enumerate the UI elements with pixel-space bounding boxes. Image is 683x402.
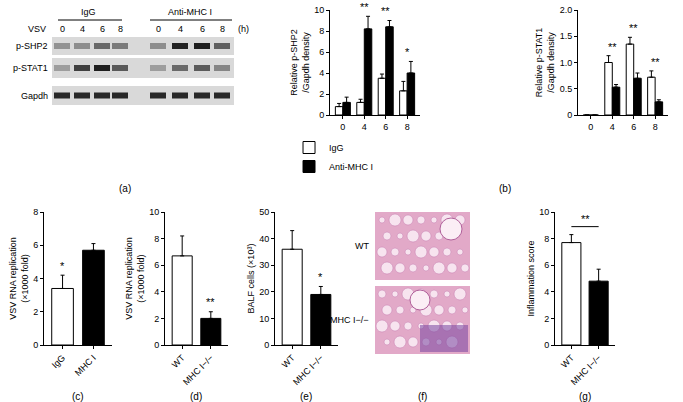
svg-text:0: 0 — [340, 122, 345, 132]
svg-text:30: 30 — [259, 260, 269, 270]
svg-text:0: 0 — [588, 122, 593, 132]
svg-text:8: 8 — [653, 122, 658, 132]
svg-text:6: 6 — [200, 24, 205, 34]
svg-text:**: ** — [360, 1, 369, 13]
svg-text:6: 6 — [631, 122, 636, 132]
svg-text:*: * — [60, 260, 65, 272]
svg-text:8: 8 — [33, 207, 38, 217]
svg-text:4: 4 — [154, 287, 159, 297]
svg-text:MHC I−/−: MHC I−/− — [291, 353, 325, 387]
svg-text:4: 4 — [178, 24, 183, 34]
svg-text:0: 0 — [264, 340, 269, 350]
svg-text:0: 0 — [319, 110, 324, 120]
svg-text:20: 20 — [259, 287, 269, 297]
svg-text:*: * — [318, 271, 323, 283]
svg-text:MHC I−/−: MHC I−/− — [569, 353, 603, 387]
svg-text:MHC I−/−: MHC I−/− — [330, 315, 369, 325]
svg-text:1.0: 1.0 — [560, 58, 573, 68]
svg-text:10: 10 — [314, 5, 324, 15]
svg-text:IgG: IgG — [50, 353, 67, 370]
svg-text:4: 4 — [544, 287, 549, 297]
svg-text:Anti-MHC I: Anti-MHC I — [329, 162, 373, 172]
svg-text:8: 8 — [319, 26, 324, 36]
svg-text:4: 4 — [319, 68, 324, 78]
svg-text:10: 10 — [539, 207, 549, 217]
svg-text:6: 6 — [100, 24, 105, 34]
svg-text:0: 0 — [544, 340, 549, 350]
svg-text:WT: WT — [559, 352, 576, 369]
svg-text:0: 0 — [154, 340, 159, 350]
svg-text:MHC I−/−: MHC I−/− — [181, 353, 215, 387]
svg-text:0.5: 0.5 — [560, 84, 573, 94]
svg-text:Relative p-STAT1/Gapdh density: Relative p-STAT1/Gapdh density — [534, 28, 556, 98]
svg-text:10: 10 — [149, 207, 159, 217]
svg-text:MHC I: MHC I — [73, 353, 98, 378]
svg-text:VSV RNA replication(×1000 fold: VSV RNA replication(×1000 fold) — [124, 237, 146, 320]
svg-text:2: 2 — [33, 307, 38, 317]
svg-text:**: ** — [581, 213, 590, 225]
svg-text:2: 2 — [154, 314, 159, 324]
svg-text:WT: WT — [355, 241, 369, 251]
svg-text:6: 6 — [319, 47, 324, 57]
svg-text:0: 0 — [60, 24, 65, 34]
svg-text:8: 8 — [154, 234, 159, 244]
svg-text:(e): (e) — [300, 391, 312, 402]
svg-text:8: 8 — [118, 24, 123, 34]
svg-text:8: 8 — [544, 234, 549, 244]
svg-text:*: * — [405, 46, 410, 58]
svg-text:6: 6 — [154, 260, 159, 270]
svg-text:6: 6 — [33, 240, 38, 250]
svg-text:(h): (h) — [238, 24, 249, 34]
svg-text:4: 4 — [80, 24, 85, 34]
svg-text:VSV RNA replication(×1000 fold: VSV RNA replication(×1000 fold) — [8, 237, 30, 320]
svg-text:0: 0 — [156, 24, 161, 34]
svg-text:50: 50 — [259, 207, 269, 217]
svg-text:0: 0 — [567, 110, 572, 120]
svg-text:4: 4 — [33, 274, 38, 284]
svg-text:VSV: VSV — [28, 24, 46, 34]
svg-text:4: 4 — [610, 122, 615, 132]
svg-text:IgG: IgG — [329, 143, 344, 153]
svg-text:Relative p-SHP2/Gapdh density: Relative p-SHP2/Gapdh density — [289, 29, 311, 96]
svg-text:6: 6 — [544, 260, 549, 270]
svg-text:**: ** — [629, 22, 638, 34]
svg-text:6: 6 — [383, 122, 388, 132]
svg-text:**: ** — [381, 5, 390, 17]
svg-text:Anti-MHC I: Anti-MHC I — [168, 7, 212, 17]
svg-text:4: 4 — [362, 122, 367, 132]
svg-text:Gapdh: Gapdh — [21, 91, 48, 101]
svg-text:(f): (f) — [418, 391, 427, 402]
svg-text:WT: WT — [170, 352, 187, 369]
svg-text:1.5: 1.5 — [560, 31, 573, 41]
svg-text:10: 10 — [259, 314, 269, 324]
svg-text:2: 2 — [544, 314, 549, 324]
svg-text:BALF cells (×10³): BALF cells (×10³) — [246, 244, 256, 314]
svg-text:p-SHP2: p-SHP2 — [16, 41, 48, 51]
svg-text:8: 8 — [405, 122, 410, 132]
svg-text:(c): (c) — [72, 391, 84, 402]
svg-text:0: 0 — [33, 340, 38, 350]
svg-text:8: 8 — [220, 24, 225, 34]
svg-text:WT: WT — [280, 352, 297, 369]
svg-text:2.0: 2.0 — [560, 5, 573, 15]
svg-text:**: ** — [651, 56, 660, 68]
svg-text:(a): (a) — [119, 183, 131, 194]
svg-text:2: 2 — [319, 89, 324, 99]
svg-text:(b): (b) — [499, 183, 511, 194]
svg-text:**: ** — [608, 41, 617, 53]
svg-text:40: 40 — [259, 234, 269, 244]
svg-text:(d): (d) — [190, 391, 202, 402]
svg-text:p-STAT1: p-STAT1 — [13, 63, 48, 73]
svg-text:**: ** — [206, 296, 215, 308]
svg-text:IgG: IgG — [81, 7, 96, 17]
svg-text:(g): (g) — [579, 391, 591, 402]
svg-text:Inflammation score: Inflammation score — [526, 240, 536, 316]
